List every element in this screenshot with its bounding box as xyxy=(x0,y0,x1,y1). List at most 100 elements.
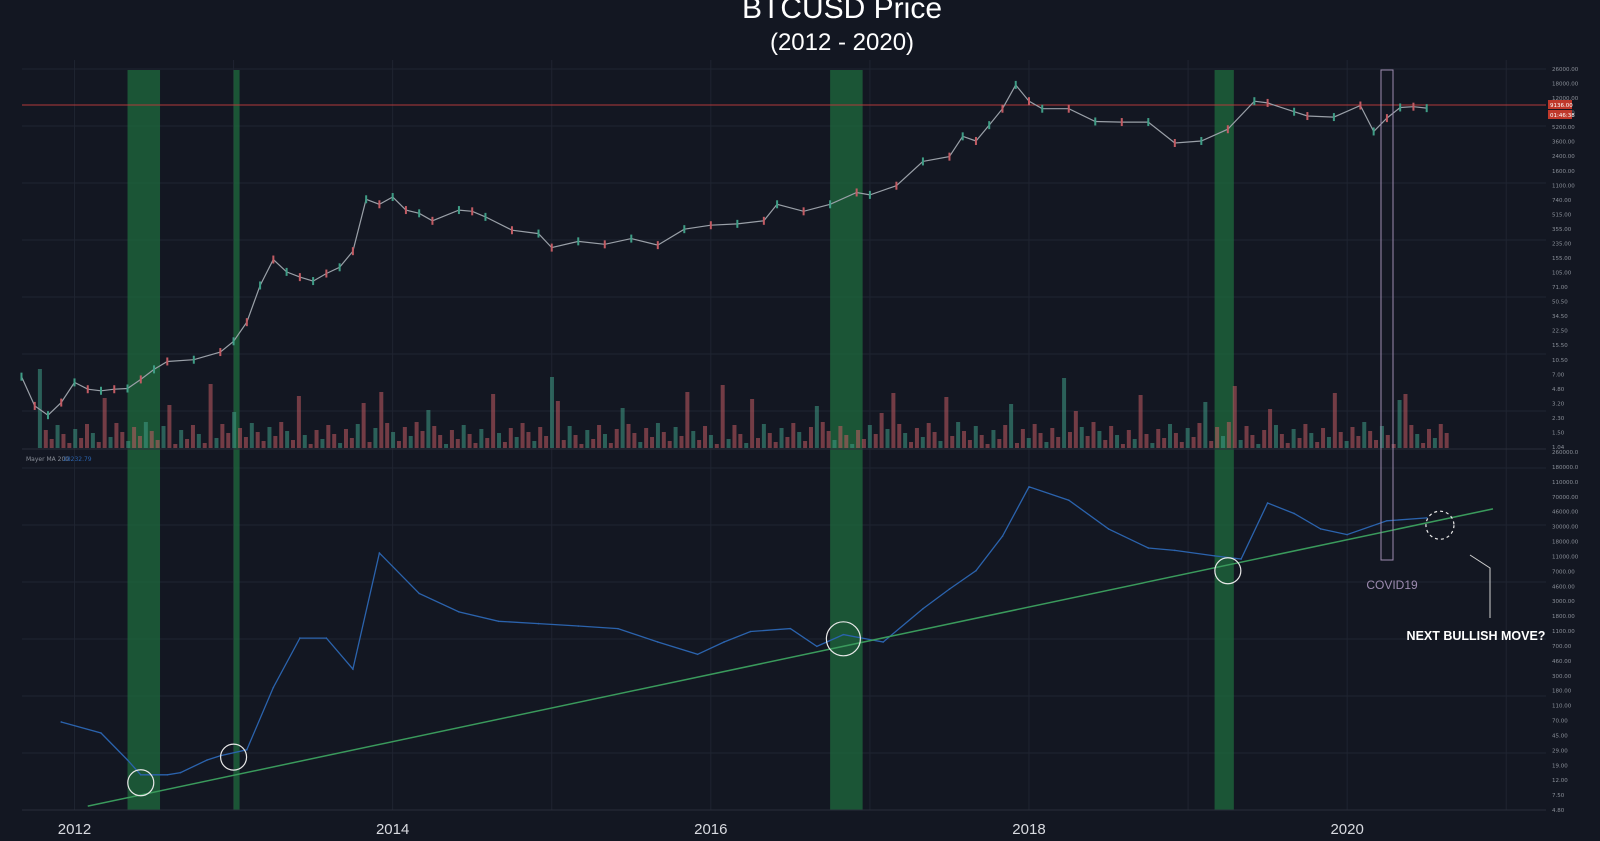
mayer-point xyxy=(1266,502,1269,504)
mayer-point xyxy=(166,774,169,776)
y-tick-label: 4600.00 xyxy=(1552,584,1575,590)
mayer-point xyxy=(497,620,500,623)
volume-bar xyxy=(79,438,84,448)
volume-bar xyxy=(1203,402,1208,448)
volume-bar xyxy=(973,426,978,448)
volume-bar xyxy=(396,441,401,448)
y-tick-label: 1.04 xyxy=(1552,445,1565,451)
volume-bar xyxy=(720,385,725,448)
y-tick-label: 18000.00 xyxy=(1552,540,1579,546)
mayer-point xyxy=(789,627,792,630)
volume-bar xyxy=(761,424,766,448)
volume-bar xyxy=(385,423,390,448)
volume-bar xyxy=(202,443,207,448)
y-tick-label: 1100.00 xyxy=(1552,629,1575,635)
volume-bar xyxy=(1427,429,1432,448)
volume-bar xyxy=(997,439,1002,448)
volume-bar xyxy=(667,441,672,448)
volume-bar xyxy=(891,393,896,448)
volume-bar xyxy=(785,437,790,448)
mayer-point xyxy=(60,721,63,723)
volume-bar xyxy=(343,429,348,448)
volume-bar xyxy=(538,427,543,448)
volume-bar xyxy=(914,428,919,448)
volume-bar xyxy=(1191,437,1196,448)
volume-bar xyxy=(638,442,643,448)
y-tick-label: 19.00 xyxy=(1552,763,1568,769)
y-tick-label: 1800.00 xyxy=(1552,614,1575,620)
volume-bar xyxy=(791,423,796,448)
mayer-point xyxy=(1346,533,1348,536)
volume-bar xyxy=(803,441,808,448)
volume-bar xyxy=(867,425,872,448)
volume-bar xyxy=(1062,378,1067,448)
volume-bar xyxy=(950,436,955,448)
volume-bar xyxy=(726,439,731,448)
volume-bar xyxy=(1209,441,1214,448)
volume-bar xyxy=(573,435,578,448)
volume-bar xyxy=(1003,425,1008,448)
volume-bar xyxy=(1067,432,1072,448)
volume-bar xyxy=(473,443,478,448)
mayer-point xyxy=(1213,555,1216,557)
price-y-axis: 26000.0018000.0012000.008136.005200.0036… xyxy=(1552,67,1579,451)
volume-bar xyxy=(485,438,490,448)
volume-bar xyxy=(444,444,449,448)
mayer-point xyxy=(1293,512,1295,515)
volume-bar xyxy=(249,423,254,448)
y-tick-label: 180000.0 xyxy=(1552,465,1579,471)
volume-bar xyxy=(1285,443,1290,448)
volume-bar xyxy=(37,369,42,448)
y-tick-label: 2.30 xyxy=(1552,416,1565,422)
volume-bar xyxy=(1162,438,1167,448)
mayer-point xyxy=(1174,549,1176,552)
volume-bar xyxy=(1032,424,1037,448)
volume-bar xyxy=(243,437,248,448)
mayer-point xyxy=(1067,499,1070,501)
volume-bar xyxy=(756,438,761,448)
volume-bar xyxy=(903,433,908,448)
volume-bar xyxy=(544,436,549,448)
volume-bar xyxy=(1026,438,1031,448)
volume-bar xyxy=(685,392,690,448)
next-move-circle xyxy=(1425,510,1455,540)
volume-bar xyxy=(1009,404,1014,448)
volume-bar xyxy=(279,422,284,448)
covid-box xyxy=(1380,69,1394,561)
volume-bar xyxy=(1215,427,1220,448)
y-tick-label: 3600.00 xyxy=(1552,140,1575,146)
volume-bar xyxy=(426,410,431,448)
mayer-point xyxy=(749,630,752,633)
volume-bar xyxy=(691,431,696,448)
volume-bar xyxy=(84,424,89,448)
volume-bar xyxy=(508,428,513,448)
y-tick-label: 3000.00 xyxy=(1552,599,1575,605)
support-trendline xyxy=(87,508,1494,807)
volume-bar xyxy=(1421,443,1426,448)
volume-bar xyxy=(143,422,148,448)
y-tick-label: 105.00 xyxy=(1552,271,1572,277)
volume-bar xyxy=(626,424,631,448)
volume-bar xyxy=(814,406,819,448)
y-tick-label: 26000.00 xyxy=(1552,67,1579,73)
volume-bar xyxy=(61,434,66,448)
volume-bar xyxy=(96,442,101,448)
volume-bar xyxy=(1391,444,1396,448)
mayer-point xyxy=(179,771,182,774)
volume-bar xyxy=(597,425,602,448)
y-tick-label: 460.00 xyxy=(1552,659,1572,665)
volume-bar xyxy=(697,440,702,448)
volume-bar xyxy=(1344,441,1349,448)
volume-bar xyxy=(1273,425,1278,448)
volume-bar xyxy=(514,437,519,448)
volume-bar xyxy=(561,440,566,448)
y-tick-label: 110000.0 xyxy=(1552,480,1579,486)
touch-circle xyxy=(825,621,861,657)
mayer-point xyxy=(246,749,248,751)
volume-bar xyxy=(926,423,931,448)
price-tag-box xyxy=(1548,100,1572,109)
volume-bar xyxy=(644,428,649,448)
y-tick-label: 355.00 xyxy=(1552,227,1572,233)
y-tick-label: 235.00 xyxy=(1552,241,1572,247)
volume-bar xyxy=(73,429,78,448)
